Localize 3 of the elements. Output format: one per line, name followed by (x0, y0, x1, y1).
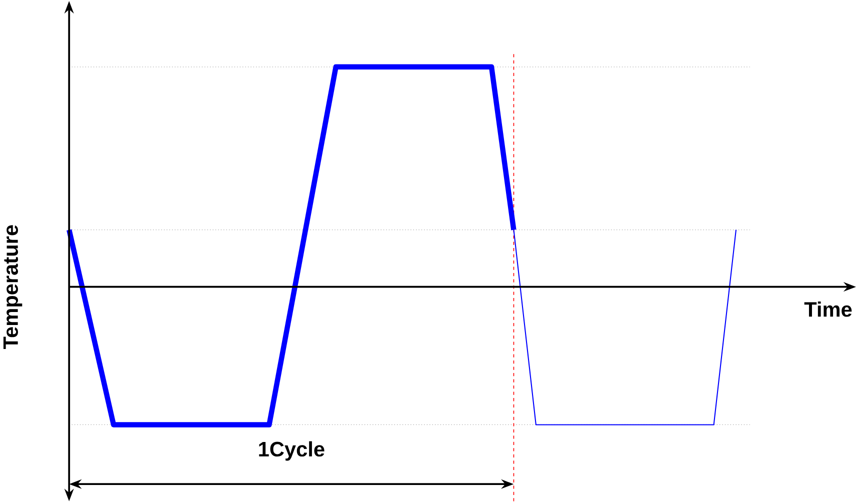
text: 1Cycle (259, 441, 324, 461)
y-axis-title: Temperature (3, 225, 22, 349)
x-axis-title: Time (804, 301, 852, 317)
